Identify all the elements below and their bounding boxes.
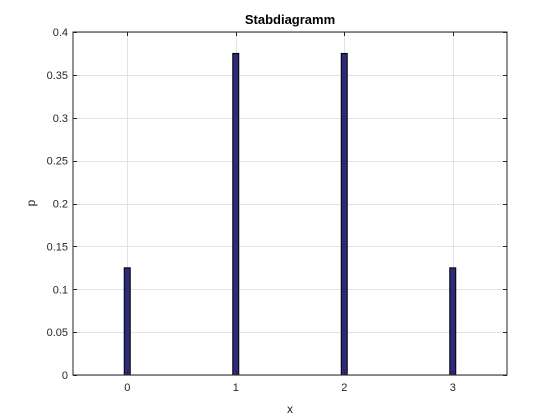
- x-tick-label: 0: [124, 382, 130, 394]
- y-tick-label: 0.4: [53, 27, 68, 39]
- y-axis-label: p: [24, 199, 38, 206]
- chart-title: Stabdiagramm: [245, 12, 335, 27]
- x-tick-label: 3: [450, 382, 456, 394]
- y-tick-label: 0.3: [53, 113, 68, 125]
- bar-3: [449, 267, 457, 376]
- y-tick-label: 0.2: [53, 199, 68, 211]
- x-tick-label: 2: [341, 382, 347, 394]
- bar-1: [232, 52, 240, 376]
- y-tick-label: 0.05: [47, 327, 68, 339]
- bar-0: [123, 267, 131, 376]
- axes-box: [72, 31, 508, 376]
- x-axis-label: x: [287, 402, 293, 416]
- x-tick-label: 1: [233, 382, 239, 394]
- y-tick-label: 0.25: [47, 156, 68, 168]
- y-tick-label: 0.15: [47, 241, 68, 253]
- y-tick-label: 0: [62, 370, 68, 382]
- plot-area: [73, 32, 507, 375]
- bar-2: [340, 52, 348, 376]
- y-tick-label: 0.35: [47, 70, 68, 82]
- y-tick-label: 0.1: [53, 284, 68, 296]
- tick-labels: 0 1 2 3 0 0.05 0.1 0.15 0.2 0.25 0.3 0.35 0.4: [47, 27, 456, 394]
- ticks: [73, 32, 507, 376]
